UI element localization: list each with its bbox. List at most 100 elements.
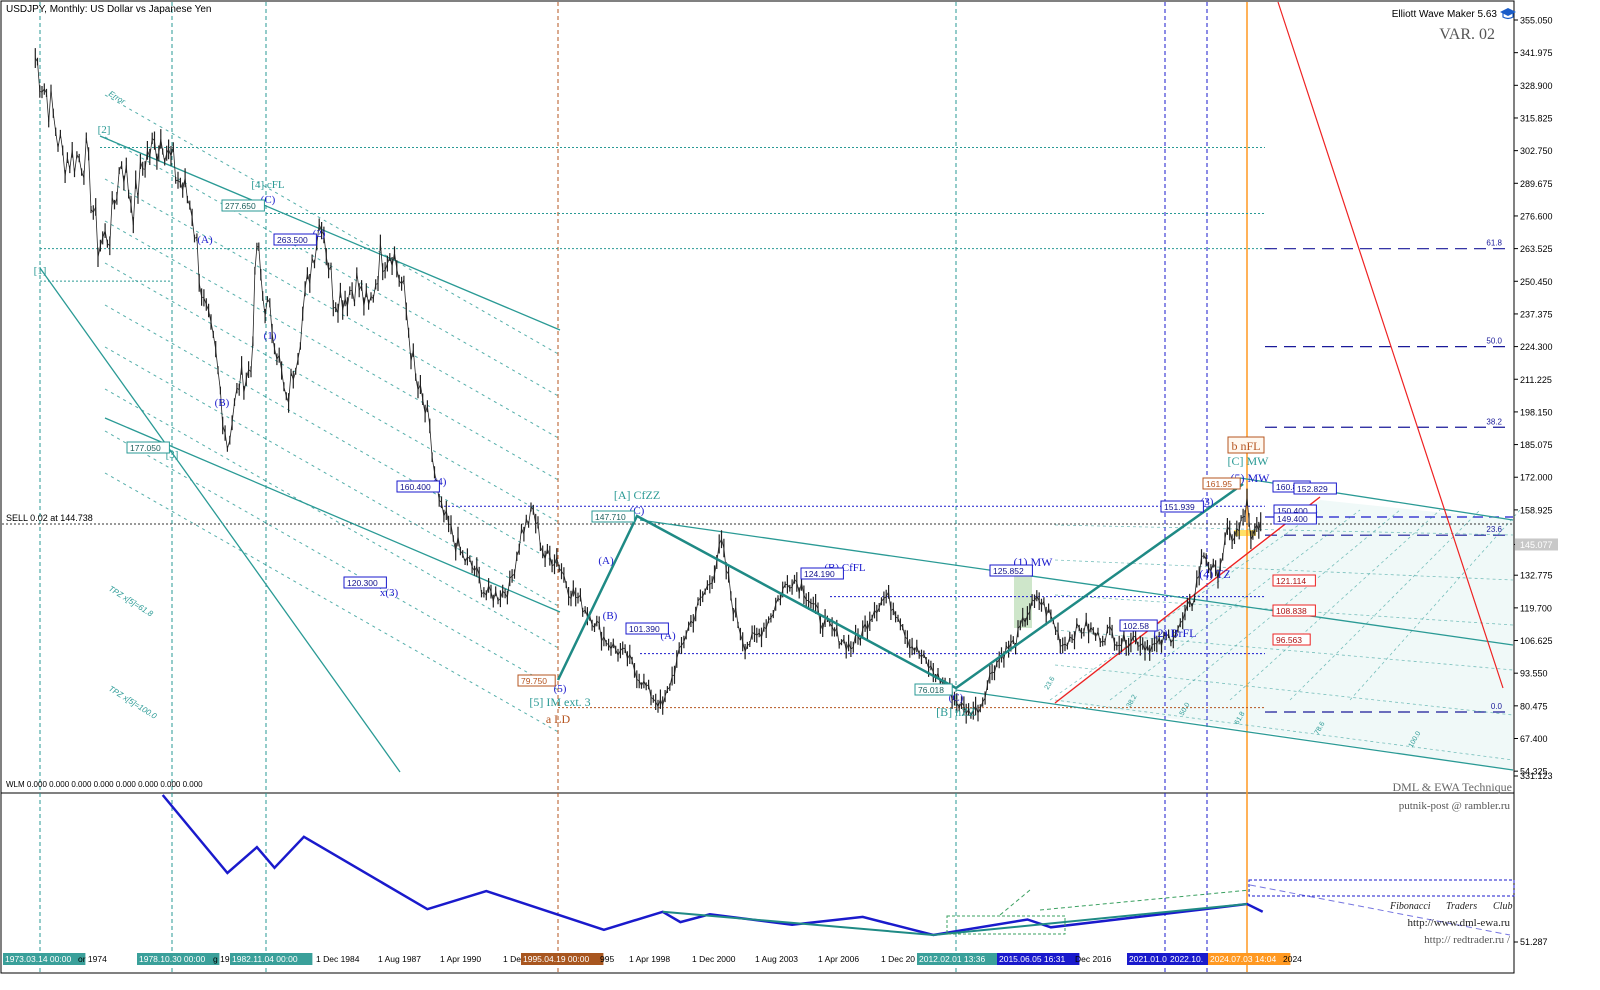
y-tick-label-14: 172.000: [1520, 473, 1553, 483]
x-label-11: 1 Apr 1998: [629, 954, 670, 964]
wave-label-frame-28: [1227, 436, 1265, 454]
price-box-frame-5: [343, 576, 387, 589]
price-box-3: 160.400: [400, 482, 431, 492]
proj-grid-a-3: [1229, 509, 1441, 701]
x-label-15: 1 Dec 20: [881, 954, 915, 964]
price-series: [34, 48, 1262, 724]
price-box-2: 177.050: [130, 443, 161, 453]
club-word-2: Traders: [1446, 901, 1477, 912]
graduation-cap-icon: [1500, 8, 1516, 20]
price-box-9: 76.018: [918, 685, 944, 695]
fan-line-3: [104, 220, 561, 482]
fan-line-6: [104, 346, 561, 608]
wlm-wave-path: [662, 903, 1248, 937]
wlm-line: [161, 794, 1264, 937]
y-tick-label-9: 237.375: [1520, 309, 1553, 319]
x-label-7: 1 Apr 1990: [440, 954, 481, 964]
wlm-projection: [1249, 884, 1511, 936]
price-box-frame-12: [1160, 500, 1204, 513]
proj-grid-b-0: [1054, 699, 1514, 761]
proj-grid-b-2: [1054, 629, 1514, 671]
y-tick-label-2: 328.900: [1520, 81, 1553, 91]
x-label-10: 995: [600, 954, 614, 964]
wave-label-25: (4) TZ: [1199, 567, 1230, 581]
x-label-12: 1 Dec 2000: [692, 954, 736, 964]
url-redtrader[interactable]: http:// redtrader.ru /: [1424, 934, 1511, 946]
sell-order-label: SELL 0.02 at 144.738: [6, 513, 93, 523]
price-line: [34, 57, 1262, 717]
price-boxes: 277.650 263.500 177.050 160.400 147.710 120.3…: [126, 199, 1337, 696]
credit-email: putnik-post @ rambler.ru: [1399, 800, 1511, 812]
x-label-22: 2024: [1283, 954, 1302, 964]
fib-level-label-0: 61.8: [1486, 239, 1502, 248]
price-box-6: 101.390: [629, 624, 660, 634]
wave-label-7: (1): [264, 330, 277, 342]
channel-line-0: [99, 135, 561, 331]
x-label-badge-2: [137, 953, 220, 965]
wave-label-5: (A): [197, 234, 213, 246]
channel-line-2: [39, 267, 401, 773]
x-label-6: 1 Aug 1987: [378, 954, 421, 964]
x-label-18: Dec 2016: [1075, 954, 1112, 964]
x-label-14: 1 Apr 2006: [818, 954, 859, 964]
y-tick-label-21: 80.475: [1520, 701, 1548, 711]
chart-title: USDJPY, Monthly: US Dollar vs Japanese Y…: [6, 4, 211, 15]
fan-line-8: [104, 430, 561, 692]
fib-level-label-3: 23.6: [1486, 525, 1502, 534]
ewm-label: Elliott Wave Maker 5.63: [1392, 9, 1498, 20]
price-box-frame-4: [591, 510, 635, 523]
wave-label-23: (2) BrFL: [1154, 626, 1197, 640]
wave-label-1: [2]: [98, 124, 111, 136]
x-label-5: 1 Dec 1984: [316, 954, 360, 964]
y-tick-label-8: 250.450: [1520, 277, 1553, 287]
price-box-frame-3: [396, 480, 440, 493]
price-box-18: 121.114: [1276, 576, 1306, 586]
x-label-badge-9: [521, 953, 604, 965]
fan-line-1: [104, 136, 561, 398]
fib-level-label-2: 38.2: [1486, 417, 1502, 426]
price-box-1: 263.500: [277, 235, 308, 245]
price-box-10: 125.852: [993, 566, 1024, 576]
y-tick-label-0: 355.050: [1520, 16, 1553, 26]
variant-label: VAR. 02: [1439, 26, 1495, 43]
x-label-badge-16: [917, 953, 1000, 965]
proj-grid-b-1: [1054, 664, 1514, 716]
ind-tick-label-1: 51.287: [1520, 937, 1548, 947]
current-price-badge: [1515, 538, 1558, 551]
price-box-4: 147.710: [595, 512, 626, 522]
fib-level-label-4: 0.0: [1491, 702, 1503, 711]
x-label-20: 2022.10.: [1170, 954, 1203, 964]
x-label-badge-19: [1127, 953, 1176, 965]
url-dml[interactable]: http://www.dml-ewa.ru: [1407, 917, 1510, 929]
club-word-1: Fibonacci: [1389, 901, 1431, 912]
x-label-2: 1978.10.30 00:00: [139, 954, 205, 964]
price-box-13: 161.95: [1206, 479, 1232, 489]
y-tick-label-5: 289.675: [1520, 179, 1553, 189]
price-box-frame-15: [1293, 482, 1337, 495]
wlm-indicator: [161, 794, 1515, 937]
channel-line-3: [639, 519, 1514, 646]
y-tick-label-12: 198.150: [1520, 407, 1553, 417]
x-label-19: 2021.01.0: [1129, 954, 1167, 964]
price-box-frame-10: [989, 564, 1033, 577]
price-box-frame-13: [1202, 477, 1241, 490]
price-box-20: 96.563: [1276, 635, 1302, 645]
y-tick-label-23: 54.325: [1520, 767, 1548, 777]
wave-label-27: [C] MW: [1228, 454, 1270, 468]
y-tick-label-17: 132.775: [1520, 571, 1553, 581]
x-label-0: 1973.03.14 00:00: [5, 954, 71, 964]
wave-label-28: b nFL: [1231, 439, 1260, 453]
proj-grid-b-5: [1054, 524, 1514, 536]
y-tick-label-22: 67.400: [1520, 734, 1548, 744]
price-box-frame-17: [1273, 512, 1317, 525]
ind-tick-label-0: 331.123: [1520, 771, 1553, 781]
y-tick-label-1: 341.975: [1520, 48, 1553, 58]
price-box-17: 149.400: [1277, 514, 1308, 524]
wave-path: [556, 482, 1244, 690]
proj-grid-a-4: [1289, 509, 1481, 701]
price-box-8: 124.190: [804, 569, 835, 579]
proj-grid-a-2: [1169, 509, 1401, 701]
x-label-badge-20: [1168, 953, 1212, 965]
price-box-5: 120.300: [347, 578, 378, 588]
wave-label-16: (A): [598, 555, 614, 567]
